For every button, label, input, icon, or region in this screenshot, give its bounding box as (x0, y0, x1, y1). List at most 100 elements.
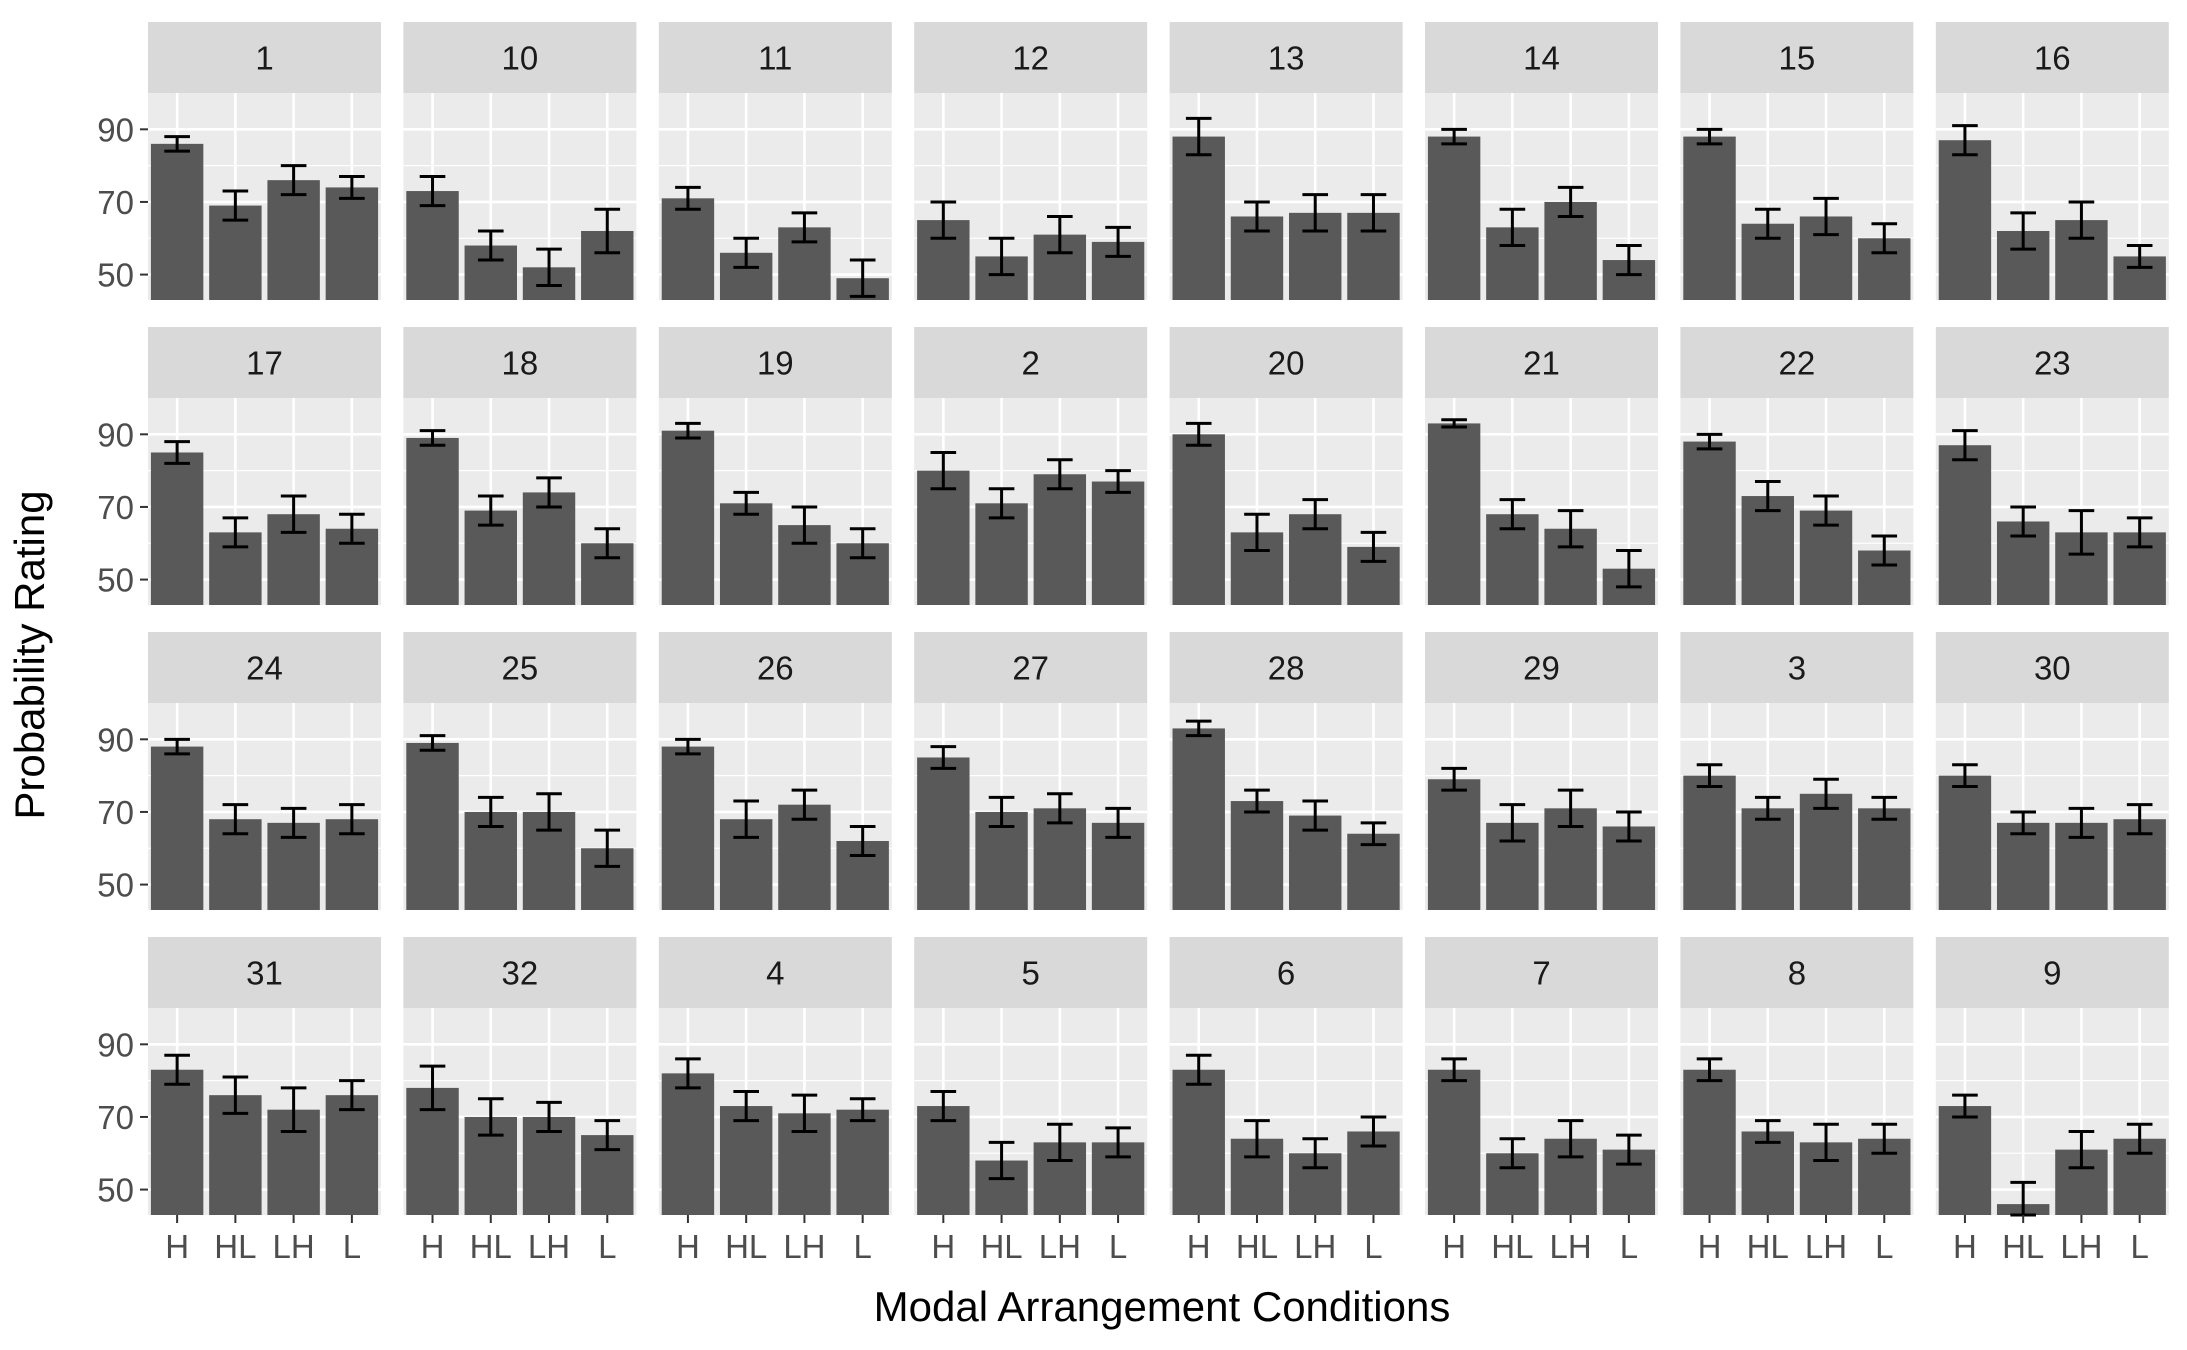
x-tick-label: L (343, 1228, 361, 1265)
facet-strip-label: 8 (1788, 955, 1806, 992)
x-tick-label: LH (2060, 1228, 2102, 1265)
facet-strip-label: 30 (2034, 650, 2071, 687)
error-bar-H (1441, 127, 1467, 146)
facet-strip (1935, 22, 2169, 93)
error-bar-LH (1813, 494, 1839, 527)
error-bar-LH (791, 505, 818, 545)
error-bar-LH (2068, 509, 2095, 556)
facet-strip (1169, 22, 1403, 93)
error-bar-LH (536, 247, 562, 287)
error-bar-LH (280, 806, 307, 839)
error-bar-LH (1557, 185, 1584, 218)
bar-H (1427, 136, 1481, 300)
bar-LH (267, 180, 320, 300)
error-bar-LH (1047, 214, 1073, 255)
facet-panel-10: 10 (403, 22, 637, 300)
error-bar-HL (1499, 498, 1526, 531)
error-bar-L (1871, 795, 1898, 821)
error-bar-HL (2010, 810, 2036, 836)
error-bar-H (1696, 1057, 1723, 1083)
facet-strip-label: 7 (1532, 955, 1550, 992)
error-bar-LH (1302, 498, 1329, 531)
bar-H (661, 746, 715, 910)
facet-strip-label: 12 (1012, 40, 1049, 77)
facet-strip-label: 27 (1012, 650, 1049, 687)
error-bar-LH (536, 1100, 562, 1133)
error-bar-L (1360, 1115, 1387, 1148)
facet-strip (403, 327, 637, 398)
bar-H (917, 757, 970, 910)
error-bar-LH (536, 476, 562, 509)
bar-LH (1544, 201, 1597, 300)
facet-strip (1425, 327, 1658, 398)
error-bar-L (594, 207, 621, 255)
facet-strip (1680, 632, 1914, 703)
error-bar-H (1185, 421, 1212, 447)
facet-strip-label: 22 (1779, 345, 1816, 382)
x-tick-label: HL (1747, 1228, 1789, 1265)
facet-strip-label: 20 (1268, 345, 1305, 382)
bar-HL (719, 503, 773, 605)
facet-strip-label: 2 (1022, 345, 1040, 382)
facet-strip-label: 32 (502, 955, 539, 992)
facet-strip (914, 22, 1148, 93)
x-tick-label: HL (725, 1228, 767, 1265)
error-bar-HL (733, 1090, 759, 1123)
error-bar-L (1871, 222, 1898, 255)
error-bar-LH (1813, 777, 1839, 810)
facet-strip-label: 4 (766, 955, 784, 992)
x-tick-label: L (853, 1228, 871, 1265)
y-tick-label: 50 (97, 257, 134, 294)
error-bar-HL (1754, 207, 1781, 240)
bar-HL (975, 503, 1028, 605)
error-bar-LH (2068, 806, 2095, 839)
error-bar-L (2126, 244, 2153, 269)
y-tick-label: 70 (97, 184, 134, 221)
error-bar-HL (988, 487, 1015, 520)
x-tick-label: L (2130, 1228, 2148, 1265)
error-bar-LH (791, 788, 818, 821)
error-bar-H (930, 450, 957, 491)
facet-panel-6: 6 H HL LH L (1169, 937, 1403, 1265)
error-bar-LH (2068, 200, 2095, 240)
facet-strip (148, 937, 381, 1008)
x-tick-label: HL (1491, 1228, 1533, 1265)
error-bar-L (2126, 803, 2153, 836)
error-bar-LH (1302, 1137, 1329, 1170)
bar-H (1172, 434, 1225, 605)
facet-strip (658, 632, 892, 703)
error-bar-H (930, 1090, 957, 1123)
error-bar-LH (1557, 1119, 1584, 1159)
bar-H (1172, 1069, 1225, 1215)
facet-strip-label: 26 (757, 650, 794, 687)
x-tick-label: LH (1039, 1228, 1081, 1265)
bar-L (325, 187, 379, 300)
facet-strip-label: 1 (255, 40, 273, 77)
x-tick-label: HL (980, 1228, 1022, 1265)
facet-panel-18: 18 (403, 327, 637, 605)
facet-panel-3: 3 (1680, 632, 1914, 910)
bar-H (406, 191, 459, 300)
error-bar-LH (1047, 458, 1073, 491)
error-bar-LH (1302, 799, 1329, 832)
x-tick-label: LH (273, 1228, 315, 1265)
bar-H (150, 143, 204, 300)
x-tick-label: LH (528, 1228, 570, 1265)
facet-strip-label: 23 (2034, 345, 2071, 382)
facet-panel-12: 12 (914, 22, 1148, 300)
facet-panel-31: 31 50 70 90 H HL LH L (97, 937, 381, 1265)
facet-panel-16: 16 (1935, 22, 2169, 300)
facet-panel-27: 27 (914, 632, 1148, 910)
error-bar-H (419, 429, 446, 447)
error-bar-LH (2068, 1129, 2095, 1170)
error-bar-L (849, 1097, 876, 1123)
facet-panel-22: 22 (1680, 327, 1914, 605)
bar-LH (522, 492, 576, 605)
error-bar-L (339, 512, 365, 545)
facet-strip-label: 15 (1779, 40, 1816, 77)
facet-strip-label: 31 (246, 955, 283, 992)
bar-L (1858, 808, 1911, 910)
x-tick-label: H (1953, 1228, 1977, 1265)
x-tick-label: H (421, 1228, 445, 1265)
bar-H (150, 1069, 204, 1215)
